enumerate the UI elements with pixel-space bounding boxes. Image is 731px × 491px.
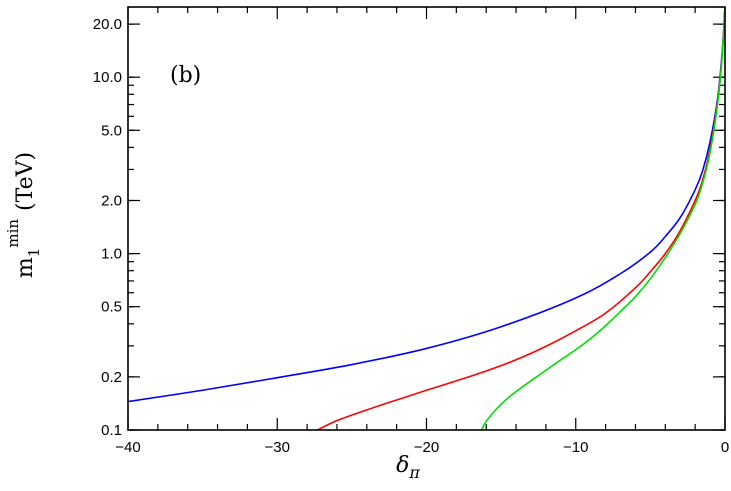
y-tick-label: 1.0 xyxy=(101,246,122,263)
y-tick-label: 2.0 xyxy=(101,192,122,209)
series-line-2 xyxy=(317,7,725,430)
y-tick-label: 20.0 xyxy=(93,16,122,33)
y-axis-title-sub: 1 xyxy=(25,248,43,258)
plot-curves xyxy=(128,7,725,430)
x-tick-label: −30 xyxy=(265,439,290,456)
x-tick-label: −20 xyxy=(414,439,439,456)
y-tick-label: 0.2 xyxy=(101,369,122,386)
y-tick-label: 0.5 xyxy=(101,299,122,316)
panel-label: (b) xyxy=(170,63,201,88)
y-axis-title: m1min (TeV) xyxy=(4,152,43,278)
y-axis-title-sup: min xyxy=(4,219,22,248)
y-axis-title-main: m xyxy=(13,257,38,278)
x-tick-label: 0 xyxy=(721,439,729,456)
series-line-3 xyxy=(480,7,725,430)
x-tick-label: −10 xyxy=(563,439,588,456)
y-axis-title-unit: (TeV) xyxy=(13,152,38,211)
plot-frame xyxy=(127,6,726,431)
series-line-1 xyxy=(128,7,725,403)
x-tick-label: −40 xyxy=(115,439,140,456)
x-axis-title-sub: π xyxy=(408,463,420,482)
y-tick-label: 5.0 xyxy=(101,122,122,139)
axis-ticks xyxy=(127,7,726,431)
tick-labels: −40 −30 −20 −10 0 0.1 0.2 0.5 1.0 2.0 5.0 10.0 20.0 xyxy=(93,16,729,456)
x-axis-title: δπ xyxy=(396,453,420,482)
x-axis-title-main: δ xyxy=(396,453,409,478)
y-tick-label: 10.0 xyxy=(93,69,122,86)
y-tick-label: 0.1 xyxy=(101,422,122,439)
